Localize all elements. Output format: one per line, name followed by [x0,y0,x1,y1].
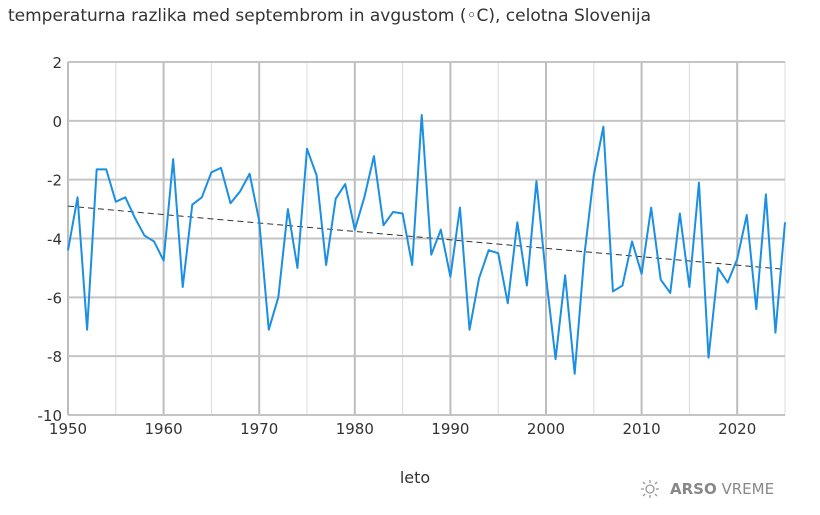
y-tick-label: -8 [47,348,62,366]
logo-light: VREME [721,480,775,498]
y-tick-label: 0 [52,113,62,131]
x-tick-label: 1990 [431,420,469,438]
x-tick-label: 1960 [145,420,183,438]
grid [67,61,786,416]
y-tick-label: -4 [47,231,62,249]
x-tick-label: 2020 [718,420,756,438]
y-tick-label: -6 [47,289,62,307]
x-tick-label: 1950 [49,420,87,438]
x-tick-label: 2000 [527,420,565,438]
x-tick-label: 1980 [336,420,374,438]
sun-icon [641,480,659,498]
chart-title: temperaturna razlika med septembrom in a… [8,6,652,26]
y-tick-label: 2 [52,54,62,72]
logo-bold: ARSO [670,480,717,498]
arso-logo[interactable]: ARSO VREME [640,479,774,499]
x-axis: 1950 1960 1970 1980 1990 2000 2010 2020 [49,420,756,438]
y-tick-label: -10 [38,407,63,425]
y-tick-label: -2 [47,172,62,190]
series-line [67,113,786,375]
x-tick-label: 1970 [240,420,278,438]
x-axis-label: leto [399,468,431,487]
x-tick-label: 2010 [623,420,661,438]
y-axis: 2 0 -2 -4 -6 -8 -10 [38,54,63,425]
